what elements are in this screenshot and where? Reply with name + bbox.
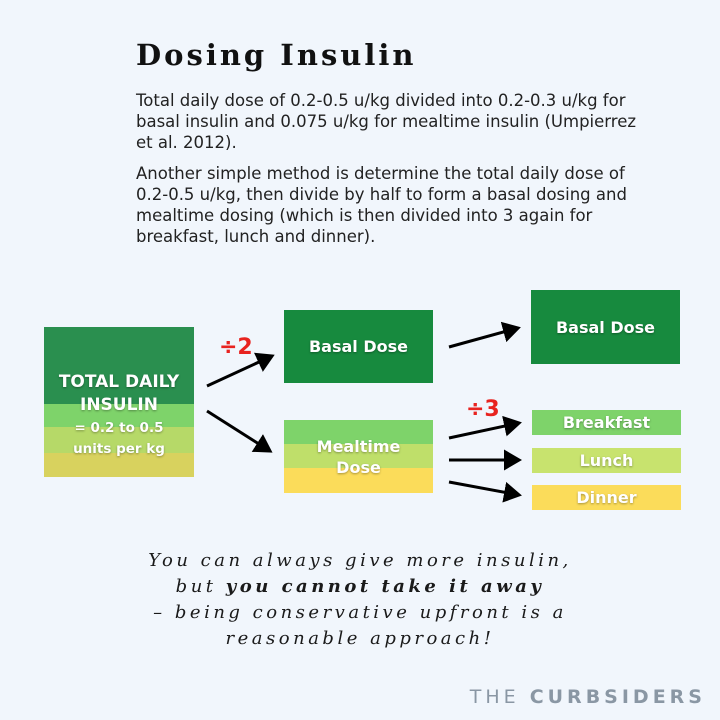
quote-line-2-start: but xyxy=(175,576,226,597)
total-daily-insulin-box: TOTAL DAILY INSULIN = 0.2 to 0.5 units p… xyxy=(44,327,194,477)
brand-word-curbsiders: CURBSIDERS xyxy=(529,686,706,708)
brand-word-the: THE xyxy=(469,686,520,708)
intro-paragraph-1: Total daily dose of 0.2-0.5 u/kg divided… xyxy=(136,91,637,152)
page-title: Dosing Insulin xyxy=(136,38,417,72)
closing-quote: You can always give more insulin, but yo… xyxy=(60,548,660,652)
dinner-bar: Dinner xyxy=(532,485,681,510)
arrow-total-to-mealtime xyxy=(206,409,273,453)
total-label-line-2: INSULIN xyxy=(80,395,158,415)
divide-by-three-label: ÷3 xyxy=(466,397,500,422)
mealtime-label-line-2: Dose xyxy=(336,457,381,477)
basal-dose-result-box: Basal Dose xyxy=(531,290,680,364)
arrow-mealtime-to-dinner xyxy=(448,480,522,503)
intro-paragraph-2: Another simple method is determine the t… xyxy=(136,164,627,246)
arrow-basal-to-basal xyxy=(448,321,521,349)
basal-dose-box: Basal Dose xyxy=(284,310,433,383)
quote-line-4: reasonable approach! xyxy=(225,628,495,649)
divide-by-two-label: ÷2 xyxy=(219,335,253,360)
mealtime-label-line-1: Mealtime xyxy=(316,436,401,456)
quote-line-1: You can always give more insulin, xyxy=(148,550,572,571)
arrow-total-to-basal xyxy=(206,352,275,388)
quote-emphasis: you cannot take it away xyxy=(225,576,545,597)
total-label-line-3: = 0.2 to 0.5 xyxy=(74,420,164,436)
brand-logo: THE CURBSIDERS xyxy=(470,686,706,708)
lunch-bar: Lunch xyxy=(532,448,681,473)
total-label-line-1: TOTAL DAILY xyxy=(58,372,180,392)
mealtime-dose-box: Mealtime Dose xyxy=(284,420,433,493)
quote-line-2: but you cannot take it away xyxy=(60,574,660,600)
quote-line-3: – being conservative upfront is a xyxy=(153,602,567,623)
breakfast-bar: Breakfast xyxy=(532,410,681,435)
total-label-line-4: units per kg xyxy=(73,441,165,457)
arrow-mealtime-to-breakfast xyxy=(448,415,522,440)
